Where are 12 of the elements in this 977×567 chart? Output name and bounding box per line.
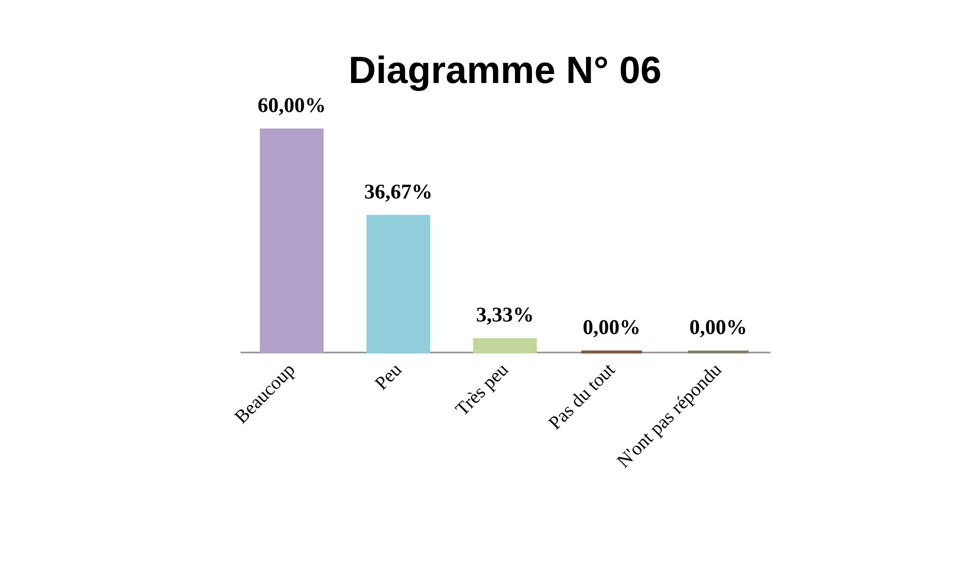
x-tick-label: Très peu [452, 359, 514, 420]
bar [366, 214, 430, 354]
bar [473, 338, 537, 354]
data-label: 0,00% [582, 315, 641, 339]
data-label: 36,67% [364, 179, 432, 204]
data-label: 60,00% [258, 93, 326, 117]
bar [260, 128, 324, 354]
x-tick-label: Pas du tout [544, 358, 620, 434]
data-label: 3,33% [476, 302, 534, 327]
data-label: 0,00% [689, 315, 748, 339]
x-tick-label: Peu [371, 359, 406, 394]
chart-title: Diagramme N° 06 [348, 50, 662, 92]
